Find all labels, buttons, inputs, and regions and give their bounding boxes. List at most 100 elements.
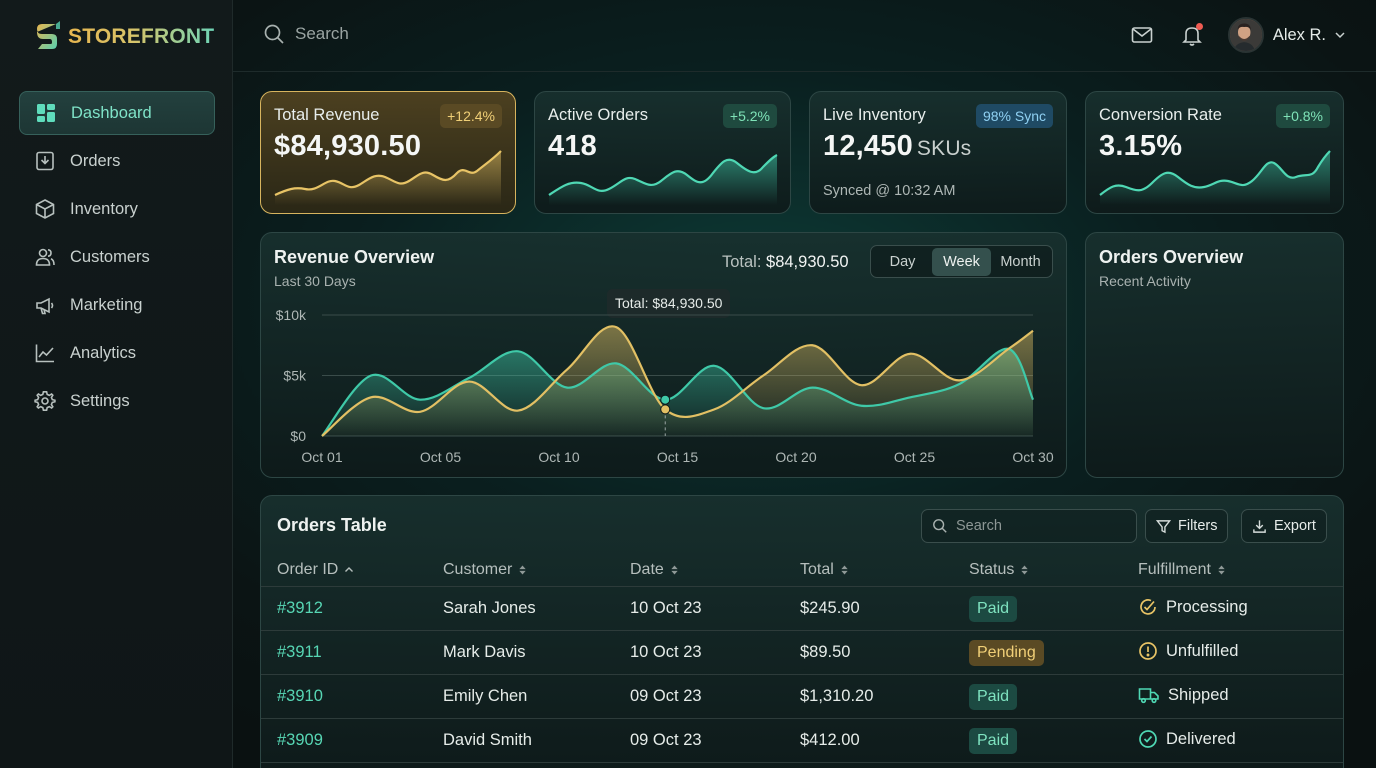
column-header-date[interactable]: Date	[630, 561, 679, 579]
customer-name: Emily Chen	[443, 687, 528, 705]
highlight-point[interactable]	[660, 394, 671, 405]
fulfillment-status: Delivered	[1138, 729, 1236, 749]
x-tick-label: Oct 25	[894, 449, 935, 465]
customer-name: Mark Davis	[443, 643, 526, 661]
table-row[interactable]: #3910 Emily Chen 09 Oct 23 $1,310.20 Pai…	[261, 675, 1343, 719]
global-search[interactable]	[263, 23, 595, 45]
kpi-card-total-revenue[interactable]: Total Revenue +12.4% $84,930.50	[260, 91, 516, 214]
order-id-link[interactable]: #3910	[277, 687, 323, 705]
table-search-input[interactable]	[956, 518, 1126, 534]
kpi-title: Live Inventory	[823, 106, 926, 124]
filters-button[interactable]: Filters	[1145, 509, 1229, 543]
order-date: 10 Oct 23	[630, 643, 702, 661]
series-area	[322, 326, 1033, 436]
status-badge: Paid	[969, 684, 1018, 710]
top-bar: Alex R.	[233, 0, 1376, 72]
user-photo-icon	[1229, 19, 1262, 51]
column-label: Customer	[443, 561, 513, 578]
chart-tooltip: Total: $84,930.50	[607, 289, 731, 318]
range-day-button[interactable]: Day	[889, 253, 916, 270]
sidebar-item-label: Orders	[70, 151, 121, 170]
kpi-title: Active Orders	[548, 106, 648, 124]
brand-name: STOREFRONT	[68, 24, 215, 48]
search-icon	[933, 519, 947, 533]
kpi-change-badge: +0.8%	[1275, 104, 1330, 128]
filter-icon	[1156, 519, 1171, 533]
avatar[interactable]	[1227, 17, 1264, 53]
panel-title: Orders Overview	[1099, 247, 1244, 267]
export-button[interactable]: Export	[1241, 509, 1327, 543]
filters-label: Filters	[1178, 518, 1218, 534]
kpi-card-conversion-rate[interactable]: Conversion Rate +0.8% 3.15%	[1085, 91, 1344, 214]
sidebar-item-customers[interactable]: Customers	[19, 235, 215, 279]
table-title: Orders Table	[277, 515, 387, 535]
sidebar-nav: Dashboard Orders Inventory Customers Mar…	[19, 91, 215, 427]
kpi-value: $84,930.50	[274, 130, 422, 162]
chevron-down-icon[interactable]	[1334, 29, 1346, 41]
kpi-card-live-inventory[interactable]: Live Inventory 98% Sync 12,450 SKUs Synce…	[809, 91, 1067, 214]
kpi-card-active-orders[interactable]: Active Orders +5.2% 418	[534, 91, 791, 214]
truck-icon	[1138, 688, 1159, 704]
order-id-link[interactable]: #3912	[277, 599, 323, 617]
kpi-value: 12,450 SKUs	[823, 130, 971, 163]
inventory-icon	[35, 199, 55, 219]
y-tick-label: $10k	[276, 307, 307, 323]
sort-icon	[1218, 565, 1225, 575]
sidebar-item-inventory[interactable]: Inventory	[19, 187, 215, 231]
column-label: Total	[800, 561, 834, 578]
top-actions: Alex R.	[1128, 17, 1346, 53]
search-input[interactable]	[295, 24, 595, 44]
table-row[interactable]: #3912 Sarah Jones 10 Oct 23 $245.90 Paid…	[261, 587, 1343, 631]
revenue-overview-panel: Revenue Overview Last 30 Days Total: $84…	[260, 232, 1067, 478]
order-total: $1,310.20	[800, 687, 874, 705]
series-line[interactable]	[321, 347, 1035, 437]
highlight-point[interactable]	[660, 404, 671, 415]
column-header-order-id[interactable]: Order ID	[277, 561, 354, 579]
column-label: Date	[630, 561, 664, 578]
order-id-link[interactable]: #3911	[277, 643, 322, 661]
brand-logo[interactable]: STOREFRONT	[34, 21, 214, 52]
kpi-sync-time: Synced @ 10:32 AM	[823, 183, 956, 199]
range-month-button[interactable]: Month	[1000, 253, 1041, 270]
range-week-button[interactable]: Week	[932, 247, 991, 276]
kpi-value: 418	[548, 130, 597, 162]
order-id-link[interactable]: #3909	[277, 731, 323, 749]
sidebar-item-label: Inventory	[70, 199, 138, 218]
fulfillment-label: Delivered	[1166, 729, 1236, 748]
notifications-button[interactable]	[1178, 21, 1206, 49]
sidebar-item-settings[interactable]: Settings	[19, 379, 215, 423]
fulfillment-label: Unfulfilled	[1166, 641, 1239, 660]
orders-table-panel: Orders Table Filters Export Order ID Cus…	[260, 495, 1344, 768]
mail-icon	[1131, 27, 1153, 43]
sidebar-item-orders[interactable]: Orders	[19, 139, 215, 183]
download-icon	[1253, 519, 1266, 533]
column-label: Fulfillment	[1138, 561, 1211, 578]
order-date: 09 Oct 23	[630, 687, 702, 705]
search-icon	[264, 24, 284, 44]
table-row[interactable]: #3911 Mark Davis 10 Oct 23 $89.50 Pendin…	[261, 631, 1343, 675]
x-tick-label: Oct 10	[538, 449, 579, 465]
column-header-total[interactable]: Total	[800, 561, 849, 579]
order-total: $245.90	[800, 599, 860, 617]
sidebar-item-analytics[interactable]: Analytics	[19, 331, 215, 375]
column-header-fulfillment[interactable]: Fulfillment	[1138, 561, 1226, 579]
sidebar-item-dashboard[interactable]: Dashboard	[19, 91, 215, 135]
y-tick-label: $0	[290, 428, 306, 444]
sidebar-item-marketing[interactable]: Marketing	[19, 283, 215, 327]
sidebar-item-label: Marketing	[70, 295, 143, 314]
user-name[interactable]: Alex R.	[1272, 25, 1326, 44]
mail-button[interactable]	[1128, 21, 1156, 49]
table-search[interactable]	[921, 509, 1137, 543]
revenue-chart[interactable]: $0 $5k $10k Oct 01 Oct 05 Oct 10 Oct 15 Oct 20 O…	[261, 233, 1066, 477]
x-tick-label: Oct 15	[657, 449, 698, 465]
column-header-customer[interactable]: Customer	[443, 561, 527, 579]
order-date: 10 Oct 23	[630, 599, 702, 617]
kpi-value: 3.15%	[1099, 130, 1183, 162]
fulfillment-label: Processing	[1166, 597, 1248, 616]
table-row[interactable]: #3909 David Smith 09 Oct 23 $412.00 Paid…	[261, 719, 1343, 763]
column-header-status[interactable]: Status	[969, 561, 1029, 579]
analytics-icon	[35, 344, 54, 363]
series-line[interactable]	[321, 325, 1034, 437]
kpi-change-badge: +12.4%	[440, 104, 502, 128]
logo-icon	[37, 21, 60, 49]
